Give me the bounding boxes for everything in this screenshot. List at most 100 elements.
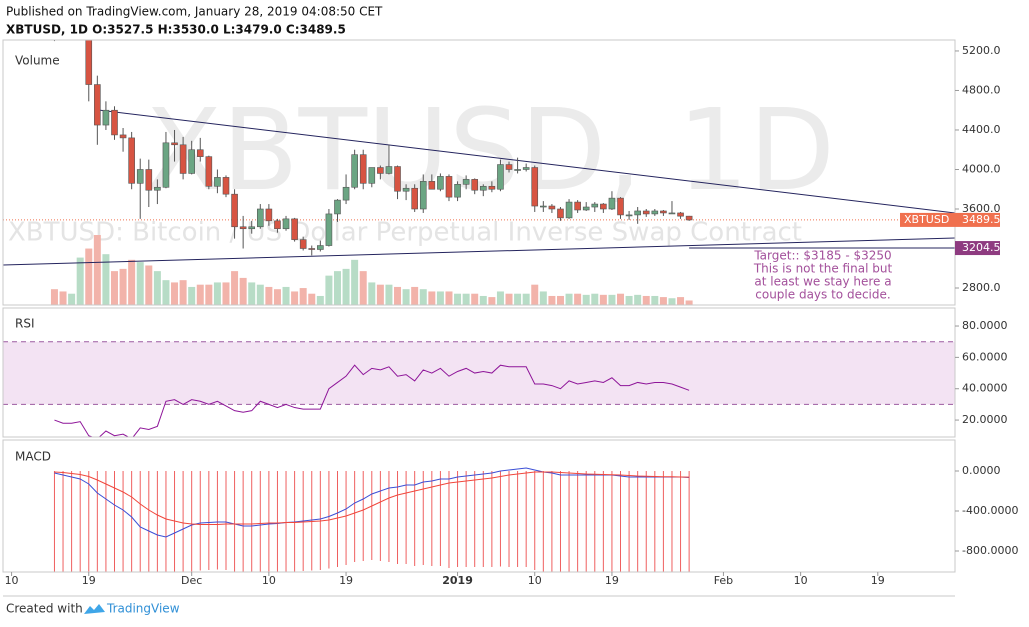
candle-body: [377, 167, 384, 174]
candle-body: [154, 186, 161, 191]
rsi-pane: [3, 341, 955, 437]
pane-label: Volume: [15, 54, 60, 68]
candle-body: [402, 187, 410, 192]
volume-bar: [556, 295, 564, 305]
volume-bar: [325, 275, 333, 305]
candle-body: [188, 149, 195, 174]
volume-bar: [359, 271, 367, 305]
last-price-label: 3489.5: [962, 213, 1001, 226]
volume-bar: [617, 293, 625, 305]
last-price-tag: [900, 212, 1000, 227]
volume-bar: [93, 235, 101, 305]
candle-body: [214, 177, 221, 187]
candle-body: [394, 166, 401, 192]
pane-frame: [2, 307, 956, 438]
pane-frame: [2, 39, 956, 306]
candle-body: [385, 166, 393, 174]
volume-bar: [188, 286, 196, 305]
trendline: [97, 109, 955, 214]
volume-bar: [385, 284, 393, 305]
y-tick-label: -800.0000: [962, 544, 1018, 557]
symbol-legend: XBTUSD, 1D O:3527.5 H:3530.0 L:3479.0 C:…: [6, 23, 346, 37]
candle-body: [282, 218, 290, 230]
candle-body: [265, 208, 273, 222]
y-tick-label: -400.0000: [962, 504, 1018, 517]
y-tick-label: 4000.0: [962, 162, 1001, 175]
x-tick-label: 19: [871, 574, 885, 587]
candle-body: [497, 164, 504, 190]
volume-bar: [50, 289, 58, 305]
candle-body: [359, 154, 367, 184]
candle-body: [685, 215, 693, 221]
candle-body: [94, 84, 101, 126]
volume-bar: [471, 293, 479, 305]
brand-text: TradingView: [106, 602, 180, 616]
candle-body: [540, 205, 547, 208]
x-tick-label: 10: [794, 574, 808, 587]
volume-bar: [419, 289, 427, 305]
volume-bar: [299, 288, 307, 305]
volume-bar: [316, 295, 324, 305]
candle-body: [522, 167, 530, 170]
volume-bar: [599, 294, 607, 305]
volume-bar: [685, 300, 693, 305]
candle-body: [454, 184, 461, 198]
volume-bar: [136, 262, 144, 305]
volume-bar: [454, 293, 462, 305]
x-tick-label: 19: [82, 574, 96, 587]
candle-body: [136, 169, 144, 184]
y-tick-label: 4800.0: [962, 83, 1001, 96]
candle-body: [565, 201, 573, 219]
last-price-name: XBTUSD: [904, 213, 949, 226]
candle-body: [119, 134, 127, 139]
volume-bar: [59, 291, 67, 305]
candle-body: [437, 176, 444, 190]
volume-bar: [402, 289, 410, 305]
candle-body: [368, 167, 376, 184]
y-tick-label: 4400.0: [962, 123, 1001, 136]
volume-bar: [213, 282, 221, 305]
candle-body: [617, 197, 624, 216]
x-tick-label: 10: [262, 574, 276, 587]
candle-body: [419, 181, 427, 210]
candle-body: [325, 213, 333, 246]
volume-bar: [522, 293, 530, 305]
candle-body: [625, 214, 633, 217]
y-tick-label: 3600.0: [962, 202, 1001, 215]
candle-body: [514, 169, 521, 171]
volume-bar: [239, 277, 247, 305]
candle-body: [548, 205, 556, 210]
published-text: Published on TradingView.com, January 28…: [6, 5, 383, 19]
candle-body: [642, 210, 650, 215]
candle-body: [574, 201, 581, 211]
volume-bar: [248, 282, 256, 305]
volume-bar: [171, 282, 179, 305]
candle-body: [651, 210, 659, 215]
candle-body: [600, 203, 607, 210]
volume-bar: [582, 294, 590, 305]
candle-body: [274, 220, 281, 230]
y-tick-label: 40.0000: [962, 382, 1008, 395]
volume-bar: [145, 265, 153, 305]
pane-frame: [2, 439, 956, 573]
candle-body: [488, 185, 496, 190]
rsi-band: [3, 341, 955, 405]
candle-body: [677, 212, 684, 217]
candle-body: [231, 193, 238, 228]
candle-body: [342, 186, 350, 201]
volume-bar: [651, 295, 659, 305]
volume-bar: [668, 298, 676, 305]
volume-bar: [291, 291, 299, 305]
candle-body: [317, 245, 324, 250]
pane-label: RSI: [15, 317, 35, 331]
candle-body: [179, 144, 187, 174]
candle-body: [196, 149, 204, 157]
candle-body: [85, 40, 93, 85]
pane-label: MACD: [15, 450, 51, 464]
volume-bar: [496, 291, 504, 305]
volume-bar: [273, 289, 281, 305]
candle-body: [531, 167, 539, 207]
volume-bar: [222, 282, 230, 305]
